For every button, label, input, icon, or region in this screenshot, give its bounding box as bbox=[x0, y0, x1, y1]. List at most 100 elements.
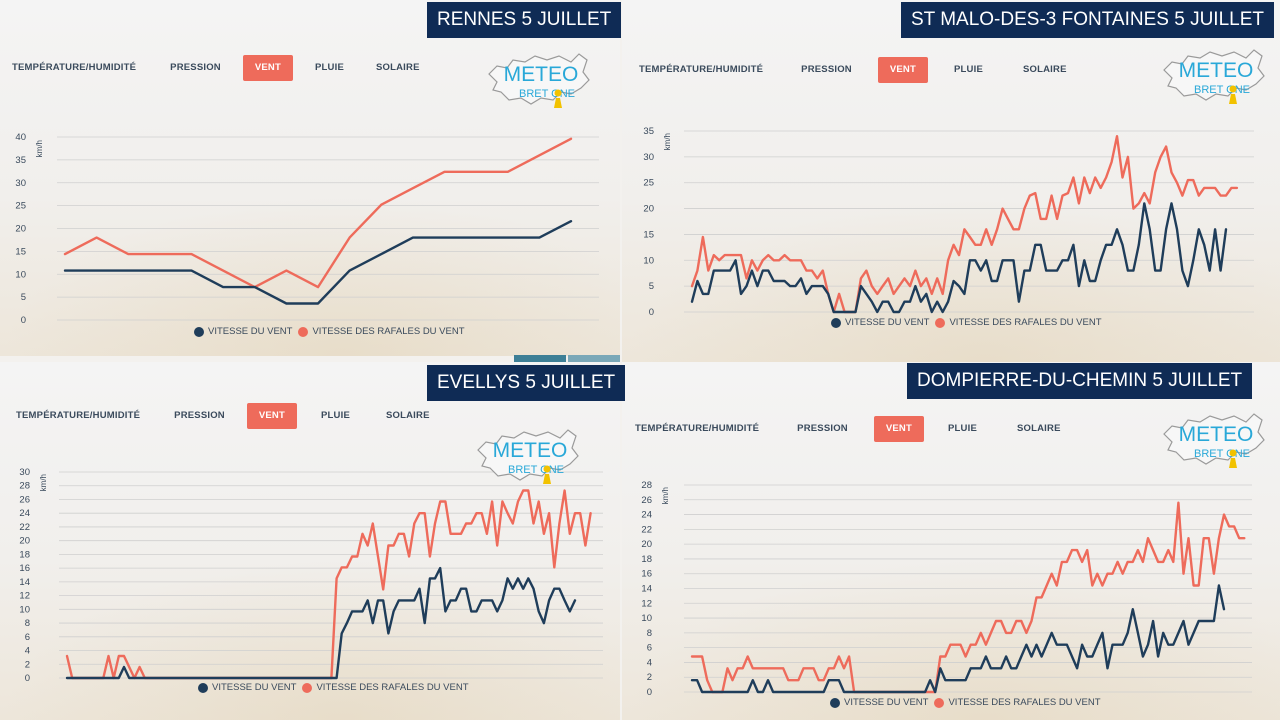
y-tick-label: 26 bbox=[19, 494, 30, 505]
gust-speed-series-line bbox=[63, 137, 573, 289]
y-tick-label: 35 bbox=[643, 126, 654, 137]
y-tick-label: 35 bbox=[15, 155, 26, 166]
y-tick-label: 2 bbox=[647, 672, 652, 683]
logo-figure-icon bbox=[1229, 94, 1237, 104]
y-tick-label: 5 bbox=[21, 292, 26, 303]
y-tick-label: 22 bbox=[19, 522, 30, 533]
legend-gust-label: VITESSE DES RAFALES DU VENT bbox=[312, 326, 465, 337]
legend-gust-label: VITESSE DES RAFALES DU VENT bbox=[316, 682, 469, 693]
y-tick-label: 8 bbox=[647, 628, 652, 639]
y-tick-label: 14 bbox=[19, 577, 30, 588]
tab-pluie[interactable]: PLUIE bbox=[315, 62, 344, 73]
y-tick-label: 20 bbox=[643, 204, 654, 215]
panel-title-dompierre: DOMPIERRE-DU-CHEMIN 5 JUILLET bbox=[907, 363, 1253, 399]
y-tick-label: 5 bbox=[649, 281, 654, 292]
y-tick-label: 0 bbox=[649, 307, 654, 318]
y-tick-label: 25 bbox=[643, 178, 654, 189]
tab-solaire[interactable]: SOLAIRE bbox=[385, 410, 430, 421]
tab-solaire[interactable]: SOLAIRE bbox=[1022, 64, 1067, 75]
gust-legend-dot-icon bbox=[302, 682, 313, 693]
y-tick-label: 15 bbox=[15, 246, 26, 257]
tab-solaire[interactable]: SOLAIRE bbox=[1016, 423, 1061, 434]
panel-title-st-malo: ST MALO-DES-3 FONTAINES 5 JUILLET bbox=[901, 2, 1274, 38]
y-tick-label: 18 bbox=[19, 549, 30, 560]
gust-speed-series-line bbox=[690, 134, 1239, 314]
tab-pression[interactable]: PRESSION bbox=[801, 64, 852, 75]
legend-wind-label: VITESSE DU VENT bbox=[208, 326, 293, 337]
logo-text-meteo: METEO bbox=[504, 63, 579, 86]
tab-pression[interactable]: PRESSION bbox=[174, 410, 225, 421]
chart-legend: VITESSE DU VENT VITESSE DES RAFALES DU V… bbox=[830, 697, 1101, 708]
tab-vent[interactable]: VENT bbox=[873, 416, 924, 442]
logo-text-meteo: METEO bbox=[1179, 423, 1254, 446]
gust-legend-dot-icon bbox=[934, 697, 945, 708]
y-tick-label: 10 bbox=[643, 255, 654, 266]
chart-legend: VITESSE DU VENT VITESSE DES RAFALES DU V… bbox=[198, 682, 469, 693]
brittany-map-icon: METEO BRET GNE bbox=[477, 429, 579, 484]
legend-wind-label: VITESSE DU VENT bbox=[845, 317, 930, 328]
tab-temperature-humidite[interactable]: TEMPÉRATURE/HUMIDITÉ bbox=[12, 62, 137, 73]
brittany-map-icon: METEO BRET GNE bbox=[488, 53, 590, 108]
logo-text-bretagne: BRET GNE bbox=[1194, 448, 1250, 460]
divider-block bbox=[568, 355, 620, 362]
y-tick-label: 8 bbox=[25, 618, 30, 629]
tab-pression[interactable]: PRESSION bbox=[170, 62, 221, 73]
logo-figure-icon bbox=[1229, 458, 1237, 468]
y-axis-label: km/h bbox=[661, 487, 670, 504]
y-tick-label: 0 bbox=[21, 315, 26, 326]
y-tick-label: 15 bbox=[643, 229, 654, 240]
y-axis-label: km/h bbox=[663, 133, 672, 150]
chart-legend: VITESSE DU VENT VITESSE DES RAFALES DU V… bbox=[194, 326, 465, 337]
y-tick-label: 10 bbox=[19, 604, 30, 615]
tab-bar: TEMPÉRATURE/HUMIDITÉ PRESSION VENT PLUIE… bbox=[0, 55, 432, 81]
y-tick-label: 6 bbox=[25, 632, 30, 643]
logo-text-bretagne: BRET GNE bbox=[1194, 84, 1250, 96]
chart-panel-dompierre: 0 2 4 6 8 10 12 14 16 18 20 22 24 26 28 km/h TEMPÉRATUR… bbox=[622, 362, 1280, 720]
tab-solaire[interactable]: SOLAIRE bbox=[375, 62, 420, 73]
legend-gust-label: VITESSE DES RAFALES DU VENT bbox=[949, 317, 1102, 328]
wind-chart-st-malo: 0 5 10 15 20 25 30 35 km/h bbox=[643, 126, 1254, 318]
y-tick-label: 30 bbox=[15, 178, 26, 189]
tab-temperature-humidite[interactable]: TEMPÉRATURE/HUMIDITÉ bbox=[639, 64, 764, 75]
y-tick-label: 30 bbox=[643, 152, 654, 163]
legend-gust-label: VITESSE DES RAFALES DU VENT bbox=[948, 697, 1101, 708]
tab-pluie[interactable]: PLUIE bbox=[948, 423, 977, 434]
tab-bar: TEMPÉRATURE/HUMIDITÉ PRESSION VENT PLUIE… bbox=[623, 416, 1073, 442]
tab-vent[interactable]: VENT bbox=[246, 403, 297, 429]
y-tick-label: 2 bbox=[25, 659, 30, 670]
wind-speed-series-line bbox=[690, 202, 1228, 314]
tab-bar: TEMPÉRATURE/HUMIDITÉ PRESSION VENT PLUIE… bbox=[4, 403, 442, 429]
gust-speed-series-line bbox=[65, 489, 592, 680]
tab-pluie[interactable]: PLUIE bbox=[954, 64, 983, 75]
wind-speed-series-line bbox=[690, 584, 1226, 694]
wind-legend-dot-icon bbox=[194, 326, 204, 337]
logo-sun-icon bbox=[1229, 449, 1237, 457]
chart-panel-evellys: 0 2 4 6 8 10 12 14 16 18 20 22 24 26 28 30 km/h TEMPÉRAT… bbox=[0, 362, 620, 720]
legend-wind-label: VITESSE DU VENT bbox=[844, 697, 929, 708]
logo-text-bretagne: BRET GNE bbox=[508, 464, 564, 476]
tab-vent[interactable]: VENT bbox=[242, 55, 293, 81]
tab-pression[interactable]: PRESSION bbox=[797, 423, 848, 434]
tab-vent[interactable]: VENT bbox=[877, 57, 928, 83]
panel-title-rennes: RENNES 5 JUILLET bbox=[427, 2, 622, 38]
y-tick-label: 10 bbox=[641, 613, 652, 624]
gust-legend-dot-icon bbox=[298, 326, 309, 337]
tab-temperature-humidite[interactable]: TEMPÉRATURE/HUMIDITÉ bbox=[16, 410, 141, 421]
gust-speed-series-line bbox=[690, 501, 1246, 694]
wind-chart-rennes: 0 5 10 15 20 25 30 35 40 km/h bbox=[15, 132, 599, 326]
y-tick-label: 26 bbox=[641, 495, 652, 506]
logo-figure-icon bbox=[554, 98, 562, 108]
wind-legend-dot-icon bbox=[830, 697, 840, 708]
tab-temperature-humidite[interactable]: TEMPÉRATURE/HUMIDITÉ bbox=[635, 423, 760, 434]
y-tick-label: 14 bbox=[641, 584, 652, 595]
y-tick-label: 16 bbox=[19, 563, 30, 574]
wind-speed-series-line bbox=[65, 566, 577, 680]
wind-speed-series-line bbox=[63, 219, 573, 305]
y-tick-label: 6 bbox=[647, 643, 652, 654]
y-tick-label: 10 bbox=[15, 269, 26, 280]
y-tick-label: 40 bbox=[15, 132, 26, 143]
brittany-map-icon: METEO BRET GNE bbox=[1163, 49, 1265, 104]
panel-title-evellys: EVELLYS 5 JUILLET bbox=[427, 365, 626, 401]
tab-pluie[interactable]: PLUIE bbox=[321, 410, 350, 421]
